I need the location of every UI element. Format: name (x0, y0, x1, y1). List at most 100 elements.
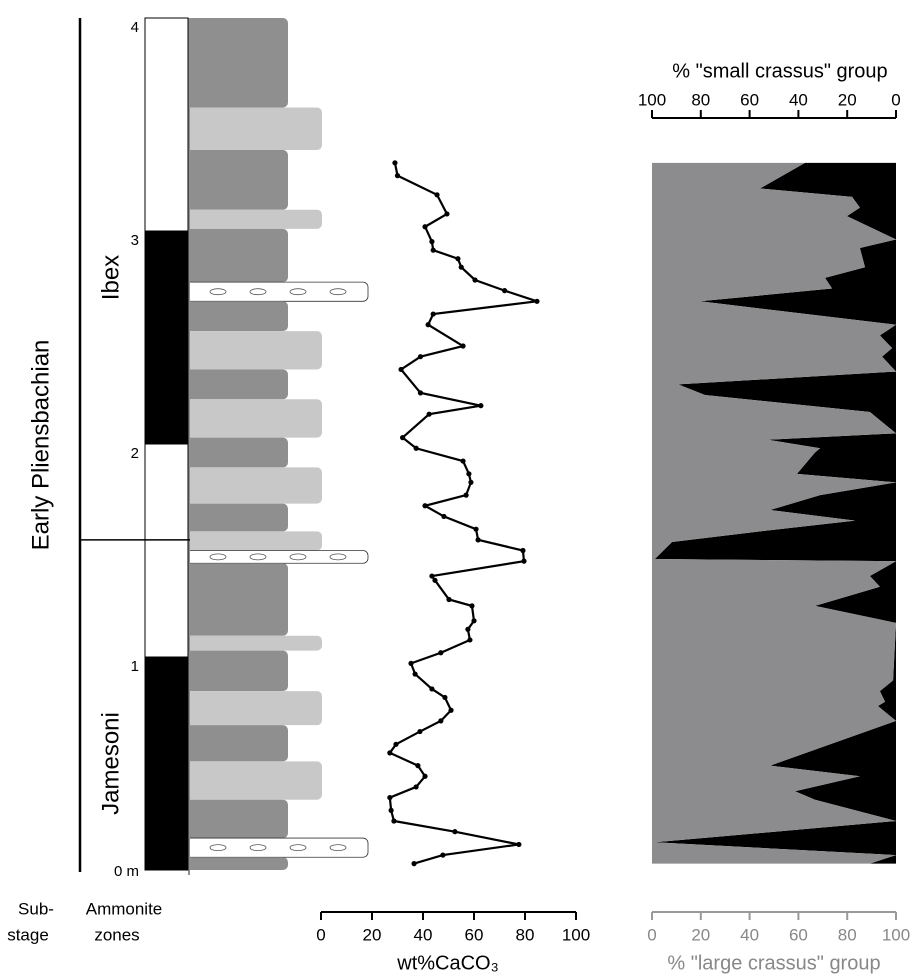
tick-label: 80 (691, 90, 710, 109)
column-label: Sub- (18, 899, 54, 918)
data-point (434, 192, 440, 198)
data-point (429, 686, 435, 692)
tick-label: 80 (838, 925, 857, 944)
data-point (438, 718, 444, 724)
bed (184, 761, 322, 800)
tick-label: 40 (414, 925, 433, 944)
data-point (460, 458, 466, 464)
large-crassus-area (652, 162, 896, 864)
data-point (478, 403, 484, 409)
nodule (289, 553, 307, 561)
data-point (417, 390, 424, 396)
data-point (432, 577, 438, 583)
data-point (520, 547, 526, 554)
data-point (429, 573, 435, 579)
nodule (249, 288, 267, 296)
nodule (209, 553, 227, 561)
data-point (452, 829, 458, 835)
tick-label: 0 (891, 90, 900, 109)
data-point (417, 728, 423, 735)
data-point (521, 558, 527, 564)
bed (184, 725, 288, 762)
column-label: Ammonite (86, 899, 163, 918)
data-point (448, 707, 454, 713)
data-point (393, 741, 399, 747)
data-point (468, 479, 474, 485)
zone (144, 230, 189, 445)
bed (184, 331, 322, 370)
data-point (442, 694, 448, 701)
data-point (438, 650, 444, 656)
bed (184, 209, 322, 229)
bed (184, 691, 322, 726)
nodule (289, 844, 307, 852)
nodule (329, 844, 347, 852)
bed (184, 467, 322, 504)
nodule (249, 844, 267, 852)
data-point (460, 343, 466, 349)
tick-label: 0 (647, 925, 656, 944)
bed (184, 150, 288, 210)
data-point (463, 492, 469, 498)
zone (144, 656, 189, 871)
tick-label: 60 (789, 925, 808, 944)
bed (184, 857, 288, 870)
data-point (408, 660, 414, 666)
nodule (249, 553, 267, 561)
x-axis-title: wt%CaCO₃ (396, 952, 499, 974)
tick-label: 100 (882, 925, 910, 944)
tick-label: 20 (838, 90, 857, 109)
bed (184, 635, 322, 651)
data-point (465, 626, 471, 632)
data-point (388, 807, 394, 813)
data-point (446, 596, 452, 603)
data-point (458, 264, 464, 270)
nodule (209, 844, 227, 852)
data-point (469, 603, 475, 609)
nodule (329, 288, 347, 296)
data-point (502, 288, 508, 294)
data-point (426, 411, 432, 417)
data-point (394, 173, 401, 179)
tick-label: 20 (691, 925, 710, 944)
tick-label: 80 (516, 925, 535, 944)
data-point (467, 637, 473, 643)
section-base (188, 18, 190, 875)
zone-label: Jamesoni (97, 712, 124, 815)
data-point (415, 763, 421, 769)
data-point (441, 513, 447, 520)
data-point (400, 435, 406, 441)
data-point (440, 852, 446, 858)
bed (184, 18, 288, 108)
tick-label: 0 (316, 925, 325, 944)
data-point (466, 471, 472, 477)
tick-label: 100 (638, 90, 666, 109)
tick-label: 100 (562, 925, 590, 944)
data-point (422, 773, 428, 779)
zone (144, 17, 189, 232)
data-point (455, 256, 461, 262)
data-point (412, 671, 418, 677)
x2-axis-title: % "small crassus" group (672, 60, 887, 82)
bed (184, 369, 288, 400)
column-label: stage (7, 925, 49, 944)
data-point (471, 618, 477, 624)
depth-tick-label: 4 (131, 19, 139, 36)
bed (184, 301, 288, 332)
bed (184, 799, 288, 839)
substage-label: Early Pliensbachian (27, 340, 54, 551)
tick-label: 60 (740, 90, 759, 109)
data-point (387, 750, 393, 756)
bed (184, 399, 322, 438)
bed (184, 228, 288, 283)
data-point (413, 784, 419, 790)
tick-label: 40 (789, 90, 808, 109)
zone-label: Ibex (97, 255, 124, 300)
tick-label: 40 (740, 925, 759, 944)
data-point (534, 298, 540, 304)
data-point (417, 354, 424, 360)
data-point (411, 861, 417, 867)
data-point (413, 445, 419, 451)
small-crassus-area (654, 162, 896, 864)
data-point (430, 311, 436, 317)
